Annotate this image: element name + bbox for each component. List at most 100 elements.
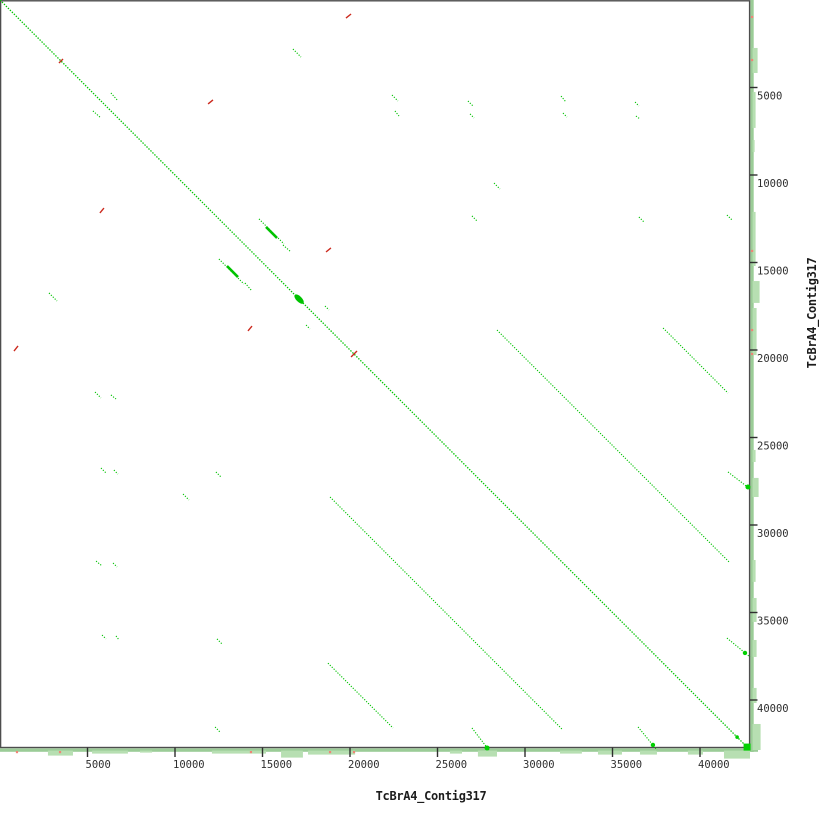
forward-match-segment xyxy=(112,562,118,568)
reverse-match-segment xyxy=(350,350,358,358)
x-axis-title: TcBrA4_Contig317 xyxy=(376,789,487,804)
reverse-match-segment xyxy=(247,325,253,332)
forward-match-segment xyxy=(216,638,223,645)
x-coverage-bump xyxy=(449,750,463,754)
forward-match-segment xyxy=(638,216,645,223)
forward-match-segment xyxy=(182,493,190,501)
forward-match-segment xyxy=(113,469,119,475)
forward-match-segment xyxy=(469,113,475,119)
reverse-match-segment xyxy=(58,58,64,64)
y-coverage-bump xyxy=(752,449,756,463)
forward-match-segment xyxy=(218,258,245,285)
forward-match-segment xyxy=(496,329,730,563)
forward-match-segment xyxy=(94,391,102,399)
y-profile-red-mark xyxy=(751,352,754,356)
forward-match-segment xyxy=(727,471,751,490)
forward-match-segment xyxy=(282,244,292,253)
forward-match-segment xyxy=(493,182,501,190)
forward-match-segment xyxy=(115,635,120,641)
x-coverage-bump xyxy=(560,750,582,754)
forward-match-segment xyxy=(324,305,330,311)
y-profile-red-mark xyxy=(751,249,754,253)
match-end-blob xyxy=(745,484,751,490)
y-tick-label: 5000 xyxy=(757,91,782,103)
coverage-band-layer xyxy=(0,0,761,759)
y-tick-label: 40000 xyxy=(757,703,789,715)
y-coverage-bump xyxy=(752,723,761,750)
y-coverage-bump xyxy=(752,477,759,498)
x-tick-label: 20000 xyxy=(348,759,380,771)
reverse-match-segment xyxy=(13,345,19,352)
forward-match-segment xyxy=(48,292,58,302)
y-tick-label: 25000 xyxy=(757,441,789,453)
y-profile-red-mark xyxy=(751,58,754,62)
x-profile-red-mark xyxy=(328,751,332,754)
x-coverage-bump xyxy=(723,750,750,759)
x-tick-label: 35000 xyxy=(611,759,643,771)
x-profile-red-mark xyxy=(352,751,356,754)
match-end-blob xyxy=(735,735,739,739)
x-coverage-bump xyxy=(597,750,622,755)
x-tick-label: 10000 xyxy=(173,759,205,771)
x-profile-red-mark xyxy=(58,751,62,754)
y-coverage-bump xyxy=(752,560,756,582)
x-tick-label: 30000 xyxy=(523,759,555,771)
x-coverage-bump xyxy=(281,750,303,758)
forward-match-segment xyxy=(467,100,474,107)
axis-tick-layer: 5000 5000 10000 10000 15000 15000 20000 20000 25… xyxy=(86,86,789,771)
y-tick-label: 15000 xyxy=(757,266,789,278)
forward-match-segment xyxy=(662,327,729,394)
y-tick-label: 10000 xyxy=(757,178,789,190)
forward-match-thick-segment xyxy=(226,265,239,278)
forward-match-segment xyxy=(560,95,567,103)
forward-match-segment xyxy=(258,218,285,245)
y-profile-red-mark xyxy=(751,15,754,19)
x-tick-label: 25000 xyxy=(436,759,468,771)
diagonal-corner-blob xyxy=(743,743,751,751)
match-end-blob xyxy=(650,742,656,748)
x-coverage-bump xyxy=(639,750,657,755)
x-tick-label: 5000 xyxy=(86,759,111,771)
x-tick-label: 40000 xyxy=(698,759,730,771)
forward-match-segment xyxy=(92,110,101,118)
reverse-match-segment xyxy=(345,13,352,19)
y-axis-title: TcBrA4_Contig317 xyxy=(805,258,820,369)
x-coverage-bump xyxy=(92,750,128,754)
y-coverage-bump xyxy=(752,211,756,267)
forward-match-segment xyxy=(394,110,400,117)
y-coverage-bump xyxy=(752,47,758,73)
diagonal-knot-blob xyxy=(294,294,304,304)
forward-match-segment xyxy=(634,101,640,107)
forward-match-segment xyxy=(110,394,117,400)
y-coverage-bump xyxy=(752,92,756,128)
forward-match-segment xyxy=(471,727,490,751)
x-coverage-bump xyxy=(211,750,267,754)
forward-match-segment xyxy=(329,496,563,730)
match-end-blob xyxy=(742,650,748,656)
plot-frame-layer xyxy=(0,0,751,749)
x-coverage-bump xyxy=(477,750,498,757)
y-tick-label: 35000 xyxy=(757,616,789,628)
forward-match-segment xyxy=(305,324,311,330)
forward-match-segment xyxy=(726,214,733,221)
x-coverage-bump xyxy=(140,750,153,753)
forward-match-segment xyxy=(110,92,118,101)
reverse-match-segment xyxy=(207,99,214,105)
reverse-match-segment xyxy=(325,247,332,253)
x-profile-red-mark xyxy=(15,751,19,754)
forward-match-segment xyxy=(214,726,221,733)
y-tick-label: 20000 xyxy=(757,353,789,365)
match-end-blob xyxy=(484,745,490,751)
y-profile-red-mark xyxy=(751,328,754,332)
plot-frame xyxy=(0,0,751,749)
forward-match-segment xyxy=(562,112,568,118)
forward-match-segment xyxy=(391,94,399,102)
y-coverage-bump xyxy=(752,308,757,356)
y-coverage-bump xyxy=(752,281,760,303)
alignment-match-layer xyxy=(0,0,751,751)
y-coverage-bump xyxy=(752,597,757,622)
y-tick-label: 30000 xyxy=(757,528,789,540)
x-coverage-bump xyxy=(308,750,356,755)
